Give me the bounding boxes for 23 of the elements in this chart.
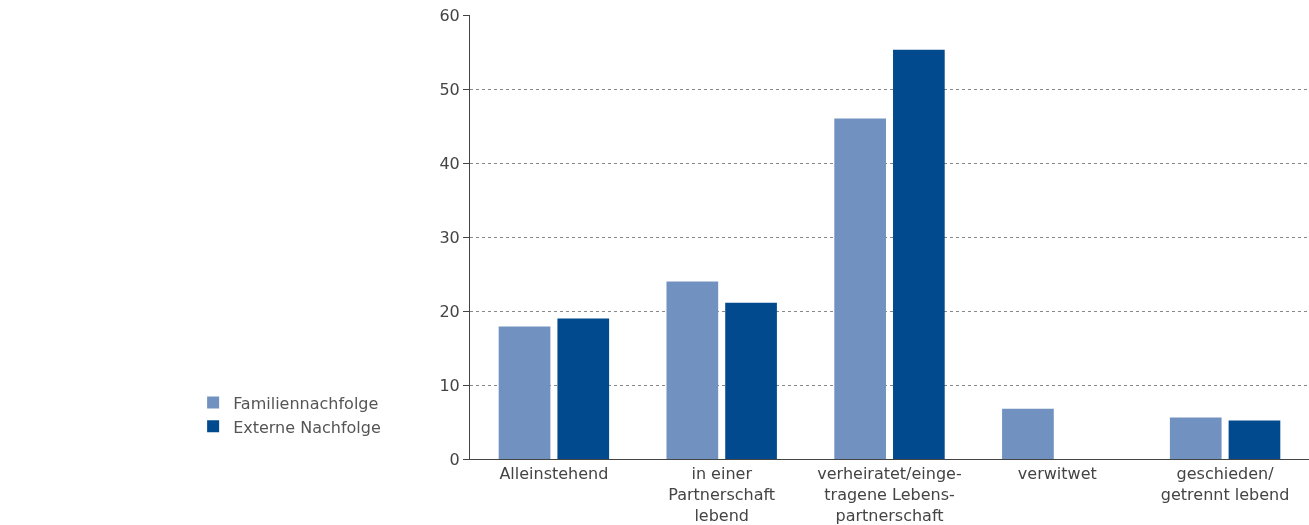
bar (1169, 417, 1222, 459)
y-tick-label: 60 (439, 5, 460, 25)
x-tick-label: in einer Partnerschaft lebend (668, 464, 776, 525)
bar (725, 302, 777, 459)
y-tick-label: 50 (439, 79, 460, 99)
bar (893, 49, 945, 459)
x-tick-label: Alleinstehend (499, 464, 609, 484)
x-tick-label: verwitwet (1017, 464, 1097, 484)
legend-label: Externe Nachfolge (233, 417, 381, 437)
bar (498, 326, 551, 459)
y-tick-label: 0 (449, 449, 460, 469)
y-tick-label: 10 (439, 375, 460, 395)
bar (1228, 420, 1281, 459)
y-tick-label: 30 (439, 227, 460, 247)
bar (557, 318, 610, 459)
bar (666, 281, 719, 459)
x-tick-label: verheiratet/einge- tragene Lebens- partnerschaft (817, 464, 962, 525)
y-tick-label: 40 (439, 153, 460, 173)
y-tick-label: 20 (439, 301, 460, 321)
bar (834, 118, 886, 459)
bar (1002, 408, 1054, 459)
x-tick-label: geschieden/ getrennt lebend (1160, 464, 1290, 504)
legend-label: Familiennachfolge (233, 393, 379, 413)
